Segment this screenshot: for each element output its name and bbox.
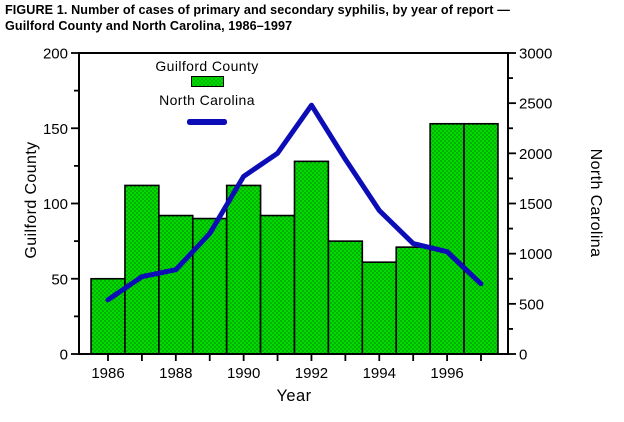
bar-1994 (361, 261, 398, 355)
bar-1997 (463, 122, 499, 355)
bar-1988 (158, 214, 194, 355)
right-axis-tick-label: 500 (519, 296, 544, 313)
right-axis-title: North Carolina (587, 148, 604, 258)
legend-bar-label: Guilford County (155, 58, 259, 74)
bar-1995 (395, 246, 431, 355)
legend-line-label: North Carolina (159, 92, 255, 108)
x-axis-tick-label: 1996 (430, 365, 463, 382)
legend-line-swatch (187, 119, 227, 125)
x-axis-tick-label: 1994 (363, 365, 396, 382)
left-axis-tick-label: 150 (43, 121, 68, 138)
left-axis-tick-label: 200 (43, 46, 68, 63)
left-axis-tick-label: 0 (60, 347, 68, 364)
x-axis-tick-label: 1990 (227, 365, 260, 382)
left-axis-tick-label: 100 (43, 196, 68, 213)
right-axis-tick-label: 2500 (519, 96, 552, 113)
bar-1996 (429, 122, 465, 355)
bar-1993 (327, 240, 364, 355)
right-axis-tick-label: 1500 (519, 196, 552, 213)
legend-bar-swatch (190, 76, 224, 87)
x-axis-title: Year (276, 387, 312, 405)
bar-1991 (259, 214, 296, 355)
figure-title: FIGURE 1. Number of cases of primary and… (5, 2, 605, 34)
figure-title-line2: Guilford County and North Carolina, 1986… (5, 19, 293, 33)
right-axis-tick-label: 0 (519, 347, 527, 364)
right-axis-tick-label: 3000 (519, 46, 552, 63)
left-axis-tick-label: 50 (51, 271, 68, 288)
north-carolina-line (105, 102, 484, 303)
bar-1987 (124, 184, 160, 355)
chart-legend: Guilford County North Carolina (132, 59, 282, 125)
x-axis-tick-label: 1988 (159, 365, 192, 382)
figure-title-line1: FIGURE 1. Number of cases of primary and… (5, 3, 510, 17)
bar-1989 (191, 217, 228, 355)
right-axis-tick-label: 2000 (519, 146, 552, 163)
x-axis-tick-label: 1986 (91, 365, 124, 382)
right-axis-tick-label: 1000 (519, 246, 552, 263)
bar-1990 (225, 184, 262, 355)
x-axis-tick-label: 1992 (295, 365, 328, 382)
left-axis-title: Guilford County (23, 141, 40, 259)
bar-1992 (293, 160, 330, 355)
